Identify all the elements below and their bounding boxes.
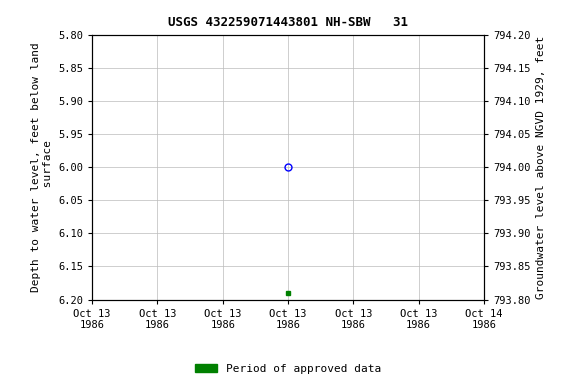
Y-axis label: Groundwater level above NGVD 1929, feet: Groundwater level above NGVD 1929, feet [536,35,546,299]
Y-axis label: Depth to water level, feet below land
 surface: Depth to water level, feet below land su… [31,42,52,292]
Legend: Period of approved data: Period of approved data [191,359,385,379]
Title: USGS 432259071443801 NH-SBW   31: USGS 432259071443801 NH-SBW 31 [168,16,408,29]
